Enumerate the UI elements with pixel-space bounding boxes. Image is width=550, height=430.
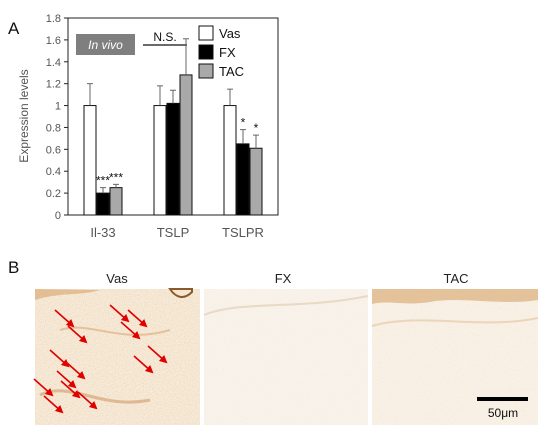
y-axis-ticks: 0 0.2 0.4 0.6 0.8 1 1.2 1.4 1.6 1.8	[46, 13, 68, 222]
x-category-label: TSLPR	[222, 225, 264, 240]
red-arrow-icon	[77, 391, 98, 410]
significance-mark: *	[254, 121, 259, 135]
y-tick-label: 0.6	[46, 144, 61, 156]
bar-vas-tslpr	[223, 105, 237, 216]
bar-fx-tslpr	[236, 143, 250, 216]
legend: Vas FX TAC	[198, 25, 244, 79]
image-title-vas: Vas	[106, 271, 128, 286]
red-arrow-icon	[127, 309, 148, 328]
arrows-group	[33, 304, 168, 414]
red-arrow-icon	[56, 370, 77, 389]
micrograph-fx	[203, 289, 369, 425]
red-arrow-icon	[49, 349, 70, 368]
scale-bar-label: 50μm	[488, 406, 518, 420]
significance-mark: ***	[96, 174, 110, 188]
red-arrow-icon	[54, 309, 75, 328]
red-arrow-icon	[120, 321, 141, 340]
y-tick-label: 0	[55, 210, 61, 222]
y-tick-label: 1.4	[46, 57, 61, 69]
ns-label: N.S.	[153, 30, 176, 44]
bar-vas-il-33	[83, 105, 97, 216]
bars	[83, 74, 263, 216]
y-axis-label: Expression levels	[17, 69, 31, 162]
legend-label-vas: Vas	[219, 26, 241, 41]
red-arrow-icon	[33, 378, 54, 397]
legend-swatch-tac	[198, 63, 214, 79]
image-title-fx: FX	[275, 271, 292, 286]
y-tick-label: 1.8	[46, 13, 61, 25]
micrograph-vas	[33, 288, 200, 425]
x-category-label: TSLP	[157, 225, 190, 240]
red-arrow-icon	[65, 361, 86, 380]
x-category-label: Il-33	[90, 225, 115, 240]
panel-a-label: A	[8, 19, 20, 38]
red-arrow-icon	[147, 345, 168, 364]
y-tick-label: 1.6	[46, 35, 61, 47]
image-title-tac: TAC	[443, 271, 468, 286]
error-bars	[87, 38, 259, 194]
y-tick-label: 0.2	[46, 188, 61, 200]
bar-chart: 0 0.2 0.4 0.6 0.8 1 1.2 1.4 1.6 1.8 Expression le…	[17, 13, 279, 240]
bar-tac-il-33	[109, 187, 123, 216]
bar-fx-tslp	[166, 102, 180, 216]
red-arrow-icon	[109, 304, 130, 323]
panel-b-label: B	[8, 258, 19, 277]
y-tick-label: 0.4	[46, 166, 61, 178]
red-arrow-icon	[67, 325, 88, 344]
in-vivo-badge	[76, 34, 135, 55]
y-tick-label: 1.2	[46, 79, 61, 91]
legend-swatch-fx	[198, 44, 214, 60]
in-vivo-badge-text: In vivo	[88, 38, 123, 52]
red-arrow-icon	[60, 380, 81, 399]
scale-bar	[477, 397, 528, 401]
legend-swatch-vas	[198, 25, 214, 41]
bar-tac-tslpr	[249, 147, 263, 216]
bar-vas-tslp	[153, 105, 167, 216]
red-arrow-icon	[43, 395, 64, 414]
legend-label-tac: TAC	[219, 64, 244, 79]
significance-mark: *	[241, 116, 246, 130]
micrograph-tac: 50μm	[371, 289, 539, 425]
significance-marks: ******* *	[96, 116, 259, 188]
y-tick-label: 0.8	[46, 122, 61, 134]
y-tick-label: 1	[55, 101, 61, 113]
red-arrow-icon	[133, 355, 154, 374]
significance-mark: ***	[109, 170, 123, 184]
bar-tac-tslp	[179, 74, 193, 216]
legend-label-fx: FX	[219, 45, 236, 60]
bar-fx-il-33	[96, 192, 110, 216]
x-axis-categories: Il-33 TSLP TSLPR	[90, 225, 264, 240]
micrograph-panel: Vas FX TAC 50μm	[33, 271, 539, 425]
